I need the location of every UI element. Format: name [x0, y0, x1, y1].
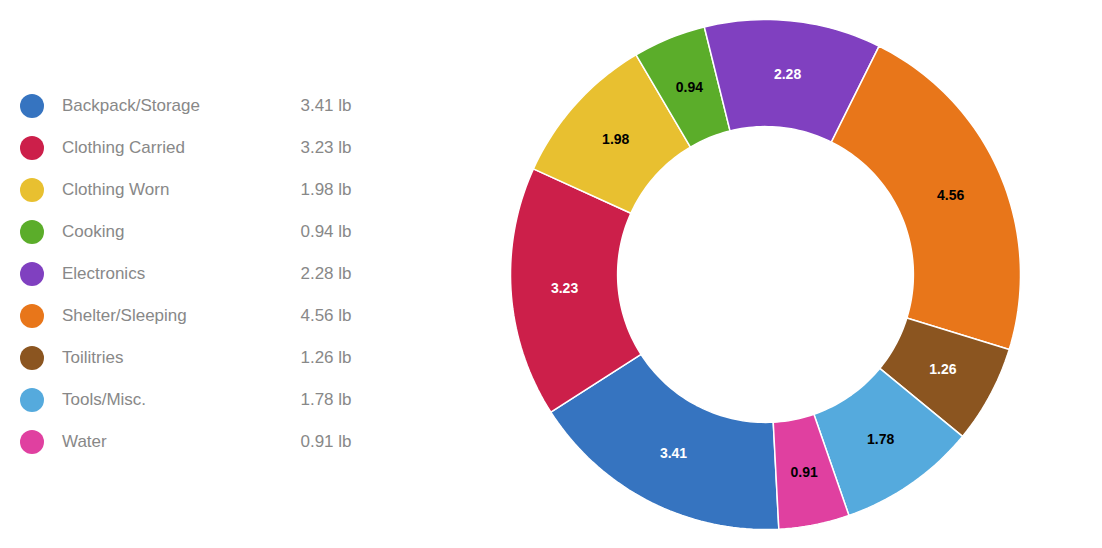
html-text:1.98 lb: 1.98 lb: [300, 180, 352, 199]
html-text:1.26 lb: 1.26 lb: [300, 348, 352, 367]
svg-text:1.26: 1.26: [929, 361, 956, 377]
html-text:Water: Water: [62, 432, 107, 451]
html-text:3.41 lb: 3.41 lb: [300, 96, 352, 115]
html-text:Electronics: Electronics: [62, 264, 146, 283]
html-text:0.91 lb: 0.91 lb: [300, 432, 352, 451]
html-text:Toilitries: Toilitries: [62, 348, 124, 367]
svg-text:2.28: 2.28: [774, 66, 801, 82]
html-text:0.94 lb: 0.94 lb: [300, 222, 352, 241]
html-text:2.28 lb: 2.28 lb: [300, 264, 352, 283]
svg-text:3.23: 3.23: [551, 280, 578, 296]
html-text:Shelter/Sleeping: Shelter/Sleeping: [62, 306, 187, 325]
svg-text:4.56: 4.56: [937, 187, 964, 203]
html-text:3.23 lb: 3.23 lb: [300, 138, 352, 157]
html-text:Cooking: Cooking: [62, 222, 125, 241]
svg-text:1.98: 1.98: [602, 131, 629, 147]
html-text:Tools/Misc.: Tools/Misc.: [62, 390, 147, 409]
html-text:Clothing Carried: Clothing Carried: [62, 138, 185, 157]
html-text:4.56 lb: 4.56 lb: [300, 306, 352, 325]
html-text:Backpack/Storage: Backpack/Storage: [62, 96, 200, 115]
svg-text:0.94: 0.94: [676, 79, 703, 95]
html-text:1.78 lb: 1.78 lb: [300, 390, 352, 409]
svg-text:0.91: 0.91: [790, 464, 817, 480]
svg-text:3.41: 3.41: [660, 445, 687, 461]
html-text:Clothing Worn: Clothing Worn: [62, 180, 170, 199]
svg-text:1.78: 1.78: [867, 431, 894, 447]
